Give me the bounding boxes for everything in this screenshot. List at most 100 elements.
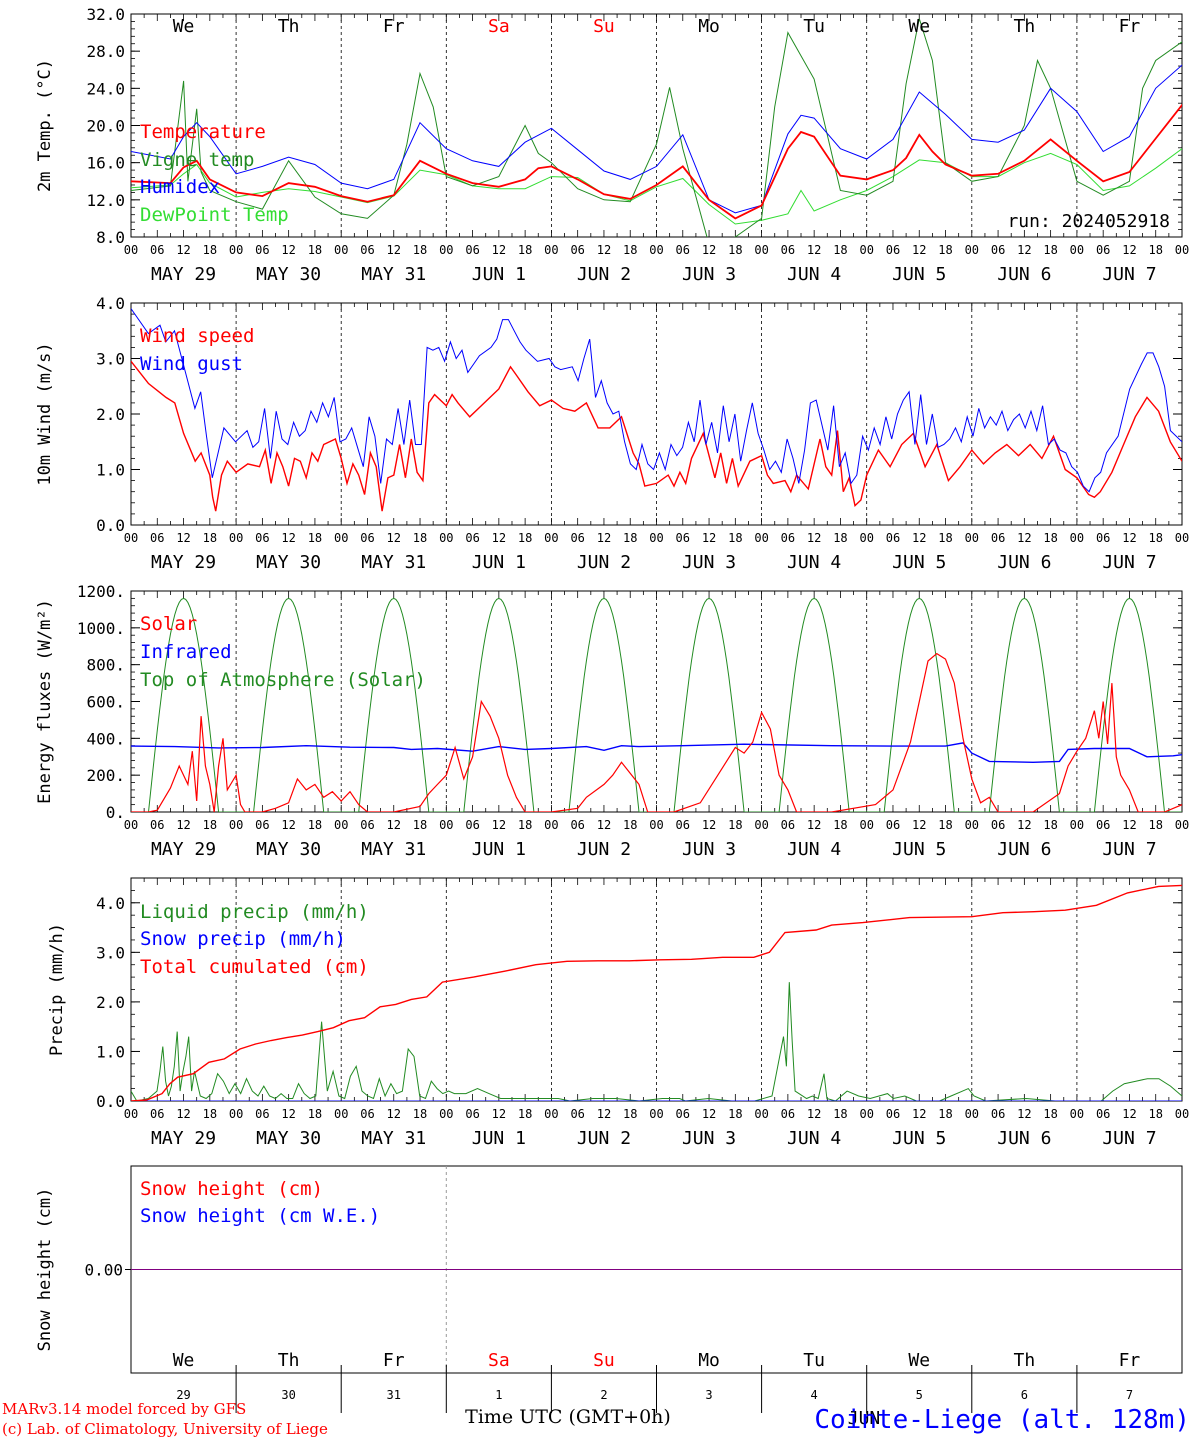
date-label: JUN 7 [1102,1128,1156,1149]
hour-label: 18 [518,1107,532,1121]
hour-label: 18 [623,243,637,257]
legend-entry: Liquid precip (mm/h) [140,901,369,923]
lab-credit: (c) Lab. of Climatology, University of L… [2,1420,328,1438]
weekday-row-top: We Th Fr Sa Su Mo Tu We Th Fr [173,16,1141,37]
hour-label: 18 [833,531,847,545]
hour-label: 12 [1122,1107,1136,1121]
y-tick-label: 0.00 [84,1261,123,1280]
y-tick-label: 4.0 [96,294,125,313]
hour-label: 06 [676,531,690,545]
hour-label: 00 [1175,243,1189,257]
hour-label: 06 [1096,1107,1110,1121]
date-label: JUN 6 [997,1128,1051,1149]
hour-label: 00 [1070,818,1084,832]
hour-label: 12 [1017,243,1031,257]
hour-label: 00 [544,818,558,832]
hour-label: 12 [492,531,506,545]
series-wind-gust [131,308,1182,493]
series-temperature [131,104,1182,220]
hour-label: 12 [597,818,611,832]
hour-label: 00 [1070,1107,1084,1121]
hour-label: 06 [465,1107,479,1121]
hour-label: 06 [150,818,164,832]
hour-label: 12 [1122,818,1136,832]
hour-label: 18 [203,531,217,545]
legend-entry: Humidex [140,176,220,198]
hour-label: 06 [1096,243,1110,257]
hour-label: 18 [1043,531,1057,545]
series-vigne-temp [131,18,1182,237]
hour-label: 12 [807,818,821,832]
day-number-label: 31 [387,1388,401,1402]
model-credit: MARv3.14 model forced by GFS [2,1400,246,1418]
panel-4: 00 06 12 18 00 06 12 18 00 06 12 18 00 06 12 18 00 06 12 18… [47,877,1189,1149]
hour-label: 00 [334,818,348,832]
hour-label: 18 [413,818,427,832]
y-axis-label: 10m Wind (m/s) [35,342,55,485]
hour-label: 00 [859,818,873,832]
y-tick-label: 2.0 [96,405,125,424]
series-group [131,597,1182,812]
weekday-label: Fr [383,16,405,37]
hour-label: 12 [597,243,611,257]
legend-entry: Top of Atmosphere (Solar) [140,669,426,691]
y-tick-label: 800. [86,656,125,675]
hour-label: 06 [1096,818,1110,832]
hour-label: 00 [124,531,138,545]
date-label: JUN 2 [577,1128,631,1149]
hour-label: 12 [387,243,401,257]
legend-entry: Temperature [140,121,266,143]
y-tick-label: 4.0 [96,894,125,913]
hour-label: 18 [833,1107,847,1121]
date-label: JUN 5 [892,839,946,860]
date-label: MAY 30 [256,1128,321,1149]
date-label: MAY 30 [256,552,321,573]
hour-label: 12 [387,818,401,832]
hour-label: 12 [387,531,401,545]
hour-label: 06 [360,818,374,832]
hour-label: 06 [991,818,1005,832]
date-label: JUN 4 [787,552,841,573]
date-label: MAY 31 [361,839,426,860]
hour-label: 00 [1175,531,1189,545]
hour-label: 12 [702,818,716,832]
hour-label: 12 [912,243,926,257]
y-tick-label: 16.0 [86,154,125,173]
legend-entry: Snow height (cm) [140,1178,323,1200]
hour-label: 12 [807,531,821,545]
date-label: JUN 7 [1102,264,1156,285]
hour-label: 18 [728,243,742,257]
y-tick-label: 2.0 [96,993,125,1012]
date-label: JUN 2 [577,264,631,285]
date-label: MAY 31 [361,264,426,285]
hour-label: 06 [570,243,584,257]
day-number-label: 30 [281,1388,295,1402]
hour-label: 18 [308,818,322,832]
hour-label: 00 [965,243,979,257]
hour-label: 00 [229,818,243,832]
hour-label: 12 [912,818,926,832]
hour-label: 00 [439,531,453,545]
hour-label: 00 [649,243,663,257]
hour-label: 12 [702,243,716,257]
y-tick-label: 20.0 [86,117,125,136]
y-tick-label: 8.0 [96,228,125,247]
hour-label: 00 [1070,531,1084,545]
hour-label: 06 [150,1107,164,1121]
day-number-label: 2 [600,1388,607,1402]
hour-label: 18 [623,818,637,832]
hour-label: 06 [781,818,795,832]
hour-label: 00 [334,531,348,545]
hour-label: 06 [781,243,795,257]
y-tick-label: 3.0 [96,943,125,962]
weekday-label: Fr [383,1350,405,1371]
hour-label: 12 [176,531,190,545]
weekday-label: We [173,1350,195,1371]
hour-label: 18 [728,531,742,545]
hour-label: 06 [465,818,479,832]
y-tick-label: 12.0 [86,191,125,210]
y-tick-label: 600. [86,693,125,712]
hour-label: 00 [649,818,663,832]
hour-label: 00 [439,818,453,832]
series-group [131,884,1182,1101]
